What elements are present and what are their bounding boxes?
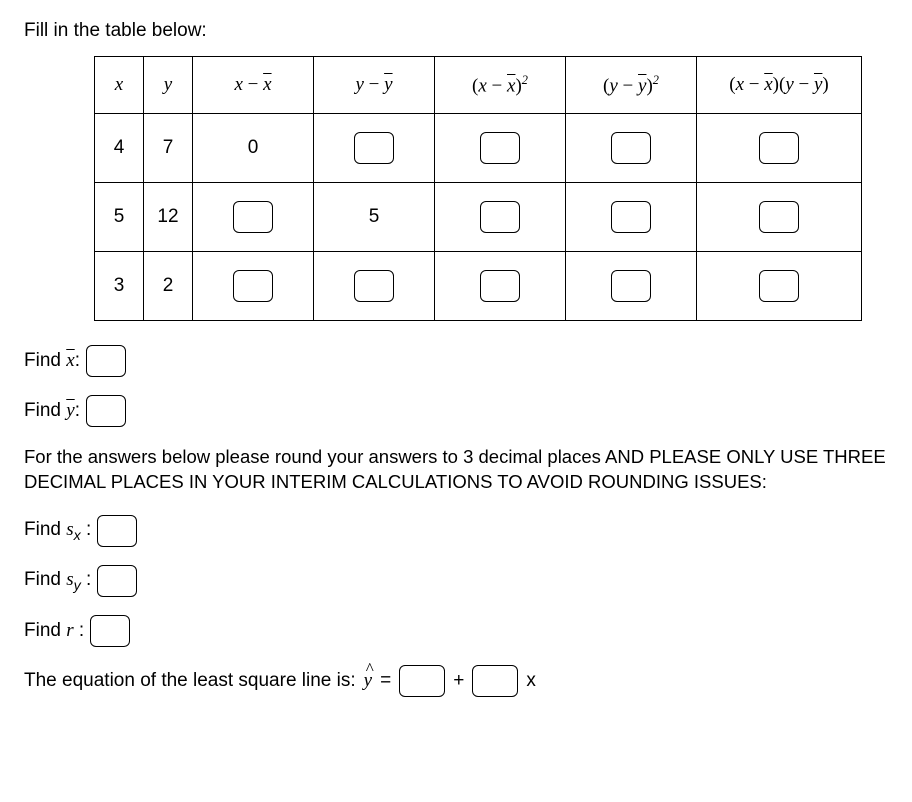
cell-y: 2	[144, 252, 193, 321]
find-sx-row: Find sx :	[24, 515, 888, 547]
yd2-input[interactable]	[611, 201, 651, 233]
cell-x: 5	[95, 183, 144, 252]
cell-yd: 5	[314, 183, 435, 252]
sx-input[interactable]	[97, 515, 137, 547]
header-xy: (x − x)(y − y)	[697, 57, 862, 114]
header-xd2: (x − x)2	[435, 57, 566, 114]
xy-input[interactable]	[759, 201, 799, 233]
table-row: 470	[95, 114, 862, 183]
regression-equation: The equation of the least square line is…	[24, 665, 888, 697]
find-r-row: Find r :	[24, 615, 888, 647]
xy-input[interactable]	[759, 270, 799, 302]
ybar-input[interactable]	[86, 395, 126, 427]
cell-xd: 0	[193, 114, 314, 183]
find-sy-label: Find sy :	[24, 569, 91, 594]
header-xd: x − x	[193, 57, 314, 114]
xd2-input[interactable]	[480, 201, 520, 233]
find-sx-label: Find sx :	[24, 519, 91, 544]
table-row: 5125	[95, 183, 862, 252]
intercept-input[interactable]	[399, 665, 445, 697]
stats-table: x y x − x y − y (x − x)2 (y − y)2 (x − x…	[94, 56, 862, 321]
rounding-instruction: For the answers below please round your …	[24, 445, 888, 495]
yd-input[interactable]	[354, 132, 394, 164]
cell-xd	[193, 183, 314, 252]
cell-y: 12	[144, 183, 193, 252]
cell-y: 7	[144, 114, 193, 183]
header-y: y	[144, 57, 193, 114]
equation-prefix: The equation of the least square line is…	[24, 670, 356, 692]
find-ybar-label: Find y:	[24, 400, 80, 422]
cell-yd2	[566, 114, 697, 183]
xbar-input[interactable]	[86, 345, 126, 377]
cell-x: 3	[95, 252, 144, 321]
find-xbar-label: Find x:	[24, 350, 80, 372]
cell-xd	[193, 252, 314, 321]
find-ybar-row: Find y:	[24, 395, 888, 427]
header-x: x	[95, 57, 144, 114]
header-row: x y x − x y − y (x − x)2 (y − y)2 (x − x…	[95, 57, 862, 114]
find-r-label: Find r :	[24, 620, 84, 642]
xd2-input[interactable]	[480, 132, 520, 164]
yd-input[interactable]	[354, 270, 394, 302]
equals-sign: =	[380, 670, 391, 692]
x-var: x	[526, 670, 536, 692]
cell-xd2	[435, 252, 566, 321]
xd-input[interactable]	[233, 270, 273, 302]
sy-input[interactable]	[97, 565, 137, 597]
page-title: Fill in the table below:	[24, 20, 888, 42]
cell-xy	[697, 114, 862, 183]
header-yd: y − y	[314, 57, 435, 114]
slope-input[interactable]	[472, 665, 518, 697]
header-yd2: (y − y)2	[566, 57, 697, 114]
r-input[interactable]	[90, 615, 130, 647]
xy-input[interactable]	[759, 132, 799, 164]
find-sy-row: Find sy :	[24, 565, 888, 597]
cell-yd	[314, 252, 435, 321]
cell-yd	[314, 114, 435, 183]
table-row: 32	[95, 252, 862, 321]
xd-input[interactable]	[233, 201, 273, 233]
cell-yd2	[566, 252, 697, 321]
xd2-input[interactable]	[480, 270, 520, 302]
cell-yd2	[566, 183, 697, 252]
cell-xy	[697, 252, 862, 321]
cell-xd2	[435, 114, 566, 183]
y-hat: y	[364, 670, 372, 692]
find-xbar-row: Find x:	[24, 345, 888, 377]
cell-xy	[697, 183, 862, 252]
plus-sign: +	[453, 670, 464, 692]
yd2-input[interactable]	[611, 270, 651, 302]
cell-x: 4	[95, 114, 144, 183]
cell-xd2	[435, 183, 566, 252]
yd2-input[interactable]	[611, 132, 651, 164]
